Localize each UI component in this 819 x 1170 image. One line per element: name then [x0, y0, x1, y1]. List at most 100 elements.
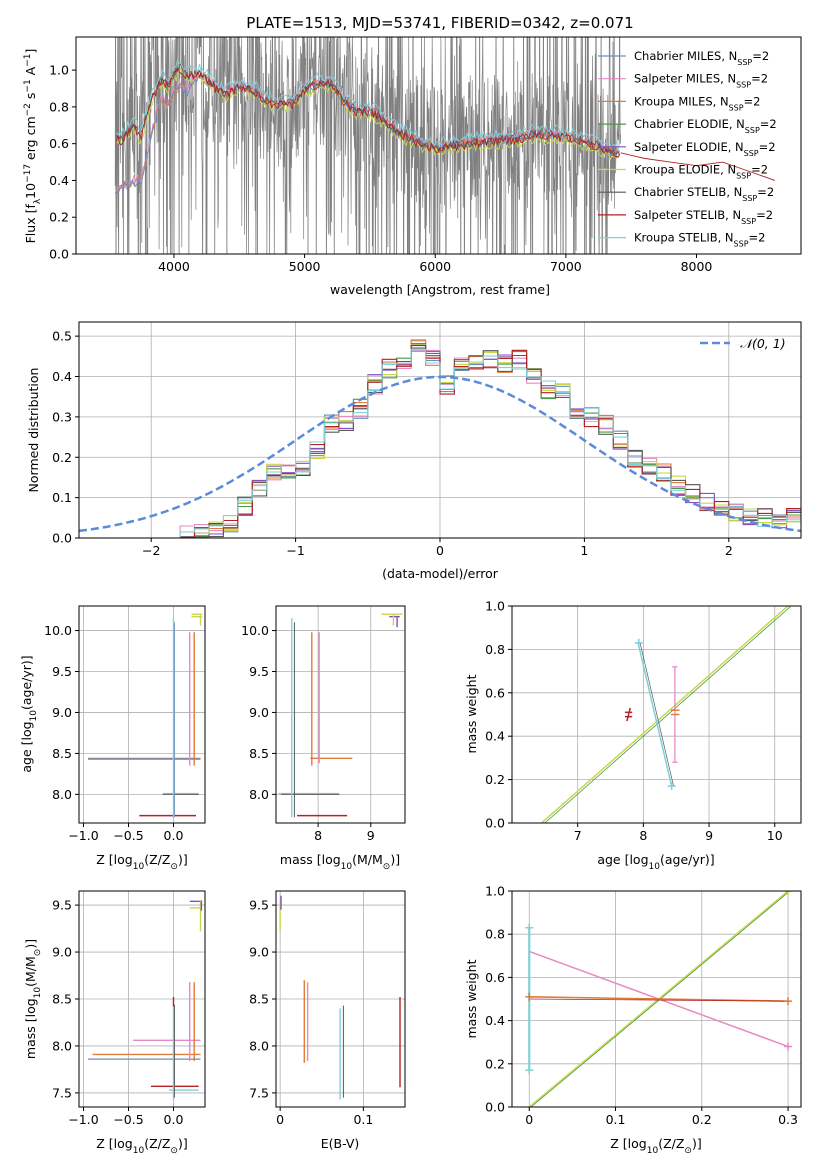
- y-tick-label: 0.2: [485, 1056, 505, 1071]
- axes-frame: [275, 605, 406, 824]
- legend-label: Salpeter MILES, NSSP=2: [634, 72, 768, 90]
- x-tick-label: 0: [276, 1112, 284, 1127]
- mass-vs-metallicity-plot: −1.0 −0.5 0.0 7.5 8.0 8.5 9.0 9.5 Z [log10(Z/Z⊙)…: [23, 890, 206, 1156]
- legend-label: Chabrier ELODIE, NSSP=2: [634, 117, 777, 135]
- y-tick-label: 7.5: [52, 1085, 72, 1100]
- xlabel-label: Z [log10(Z/Z⊙)]: [96, 1136, 187, 1156]
- x-tick-label: 0: [525, 1112, 533, 1127]
- x-tick-label: 0: [436, 543, 444, 558]
- y-tick-label: 0.2: [485, 772, 505, 787]
- x-tick-label: 7000: [550, 259, 582, 274]
- y-tick-label: 0.1: [52, 490, 72, 505]
- y-tick-label: 8.0: [52, 787, 72, 802]
- x-tick-label: 0.0: [164, 828, 184, 843]
- axes-frame: [75, 36, 802, 255]
- y-tick-label: 8.5: [52, 746, 72, 761]
- weight-line: [637, 642, 673, 787]
- x-axis-label: E(B-V): [321, 1136, 360, 1151]
- x-tick-label: −0.5: [113, 1112, 143, 1127]
- x-tick-label: 0.3: [778, 1112, 798, 1127]
- observed-spectrum: [114, 37, 622, 254]
- x-tick-label: 5000: [289, 259, 321, 274]
- marker: [626, 707, 631, 722]
- legend-label: Chabrier STELIB, NSSP=2: [634, 185, 774, 203]
- xlabel-label: mass [log10(M/M⊙)]: [280, 852, 400, 872]
- xlabel-label: Z [log10(Z/Z⊙)]: [610, 1136, 701, 1156]
- y-axis-label: mass weight: [464, 959, 479, 1038]
- y-tick-label: 0.2: [49, 210, 69, 225]
- x-tick-label: 10: [767, 828, 783, 843]
- x-tick-label: −1: [286, 543, 304, 558]
- axes-frame: [511, 890, 802, 1108]
- x-tick-label: −1.0: [68, 1112, 98, 1127]
- y-tick-label: 10.0: [241, 623, 269, 638]
- y-axis-label: mass weight: [464, 674, 479, 753]
- y-axis-label: Normed distribution: [26, 368, 41, 493]
- plot-area: [79, 339, 801, 538]
- y-tick-label: 0.6: [485, 685, 505, 700]
- y-tick-label: 9.5: [52, 898, 72, 913]
- y-tick-label: 1.0: [485, 884, 505, 899]
- y-tick-label: 0.8: [49, 99, 69, 114]
- x-tick-label: −0.5: [113, 828, 143, 843]
- model-spectrum: [116, 58, 621, 151]
- y-tick-label: 0.8: [485, 642, 505, 657]
- y-tick-label: 0.2: [52, 450, 72, 465]
- x-axis-label: wavelength [Angstrom, rest frame]: [330, 282, 550, 297]
- x-tick-label: 2: [725, 543, 733, 558]
- histogram-step: [179, 348, 801, 538]
- y-tick-label: 0.3: [52, 409, 72, 424]
- y-tick-label: 9.5: [52, 664, 72, 679]
- plot-area: [541, 606, 792, 823]
- plot-area: [88, 900, 203, 1101]
- y-tick-label: 10.0: [44, 623, 72, 638]
- y-tick-label: 7.5: [249, 1085, 269, 1100]
- plot-area: [278, 613, 403, 818]
- legend-label: Chabrier MILES, NSSP=2: [634, 49, 769, 67]
- y-tick-label: 8.0: [52, 1038, 72, 1053]
- model-spectrum: [116, 67, 621, 158]
- x-tick-label: −1.0: [68, 828, 98, 843]
- y-tick-label: 8.0: [249, 1038, 269, 1053]
- y-tick-label: 0.8: [485, 927, 505, 942]
- legend-label: Kroupa STELIB, NSSP=2: [634, 231, 765, 249]
- x-tick-label: 9: [705, 828, 713, 843]
- y-tick-label: 0.0: [49, 247, 69, 262]
- y-tick-label: 8.5: [249, 746, 269, 761]
- age-vs-mass-plot: 8 9 8.0 8.5 9.0 9.5 10.0 mass [log10(M/M⊙)]: [241, 605, 406, 872]
- y-axis-label: Flux [fλ10−17 erg cm−2 s−1 A−1]: [23, 49, 43, 244]
- plot-area: [279, 895, 401, 1100]
- y-tick-label: 8.5: [249, 992, 269, 1007]
- weight-line: [544, 606, 792, 823]
- y-tick-label: 0.0: [485, 1100, 505, 1115]
- age-vs-metallicity-plot: −1.0 −0.5 0.0 8.0 8.5 9.0 9.5 10.0 Z [log10(Z/Z⊙…: [19, 605, 206, 872]
- x-tick-label: 0.0: [164, 1112, 184, 1127]
- y-tick-label: 0.0: [52, 531, 72, 546]
- y-tick-label: 0.4: [485, 729, 505, 744]
- y-tick-label: 9.0: [249, 705, 269, 720]
- model-spectrum-extension: [620, 152, 776, 181]
- x-tick-label: 0.1: [606, 1112, 626, 1127]
- xlabel-label: Z [log10(Z/Z⊙)]: [96, 852, 187, 872]
- plot-area: [114, 37, 776, 254]
- plot-area: [525, 891, 793, 1107]
- y-tick-label: 9.5: [249, 664, 269, 679]
- legend-label: Salpeter ELODIE, NSSP=2: [634, 140, 776, 158]
- x-tick-label: 0.1: [353, 1112, 373, 1127]
- x-tick-label: 4000: [158, 259, 190, 274]
- x-axis-label: (data-model)/error: [382, 566, 499, 581]
- legend-label: Kroupa MILES, NSSP=2: [634, 94, 760, 112]
- x-tick-label: 9: [367, 828, 375, 843]
- axes-frame: [511, 605, 802, 824]
- y-tick-label: 9.0: [249, 945, 269, 960]
- x-tick-label: 8: [314, 828, 322, 843]
- x-tick-label: −2: [142, 543, 160, 558]
- y-tick-label: 0.6: [49, 136, 69, 151]
- y-tick-label: 0.0: [485, 816, 505, 831]
- ylabel-label: mass [log10(M/M⊙)]: [23, 939, 43, 1059]
- x-tick-label: 1: [580, 543, 588, 558]
- mass-vs-ebv-plot: 0 0.1 7.5 8.0 8.5 9.0 9.5 E(B-V): [249, 890, 406, 1151]
- model-spectrum: [116, 67, 620, 161]
- x-tick-label: 8: [639, 828, 647, 843]
